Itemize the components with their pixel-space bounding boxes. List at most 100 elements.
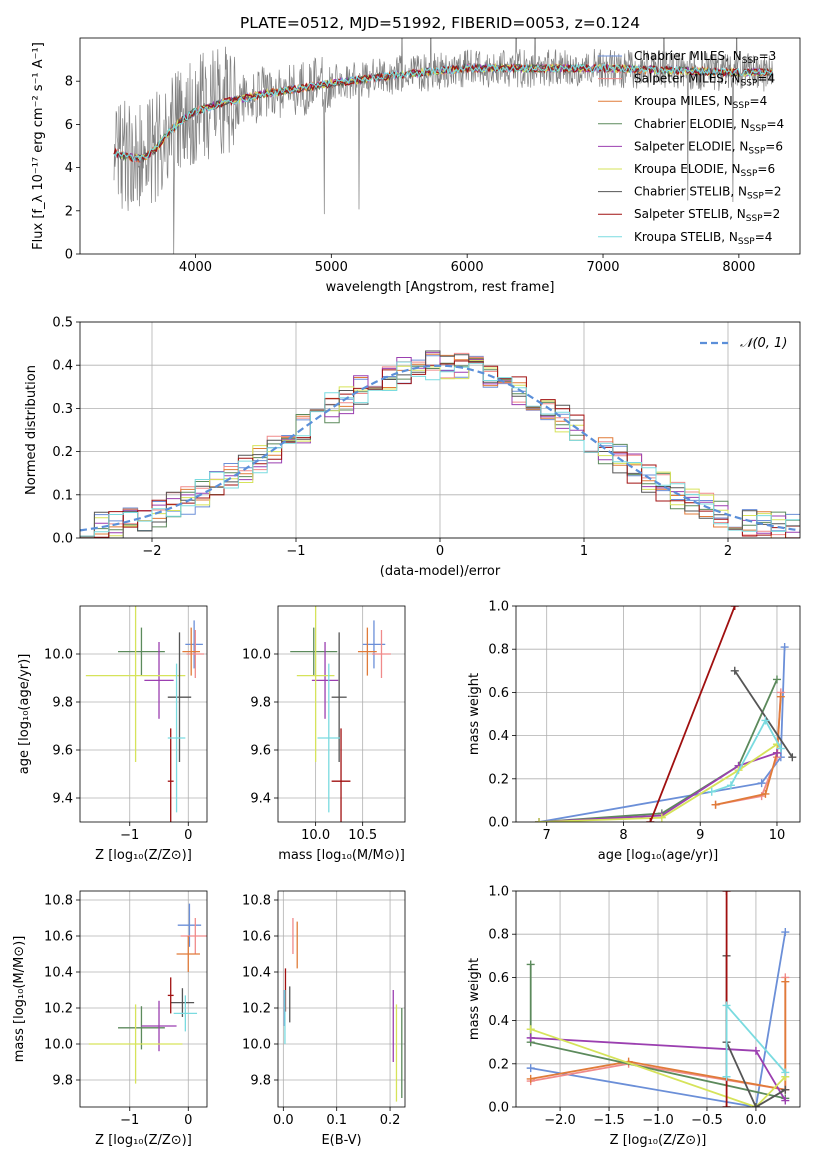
y-tick-label: 10.8 (44, 894, 73, 909)
y-axis-label: mass [log₁₀(M/M⊙)] (12, 936, 27, 1063)
errorbar-point-8 (173, 995, 198, 1032)
y-tick-label: 0.0 (52, 532, 73, 547)
plot-area (283, 918, 403, 1102)
y-tick-label: 9.6 (250, 744, 271, 759)
legend-entry: Chabrier STELIB, NSSP=2 (634, 185, 782, 202)
axes-frame (277, 605, 406, 823)
x-tick-label: 4000 (179, 260, 212, 275)
weight-marker (722, 1072, 731, 1081)
panel-weight-vs-Z: −2.0 −1.5 −1.0 −0.5 0.0 0.0 0.2 0.4 0.6 0.8 1.0 Z [… (467, 885, 801, 1148)
y-tick-label: 10.0 (44, 648, 73, 663)
x-tick-label: 2 (724, 544, 732, 559)
histogram-6 (80, 350, 800, 538)
axes-frame (79, 605, 208, 823)
legend-nssp: =2 (763, 207, 781, 221)
weight-marker (781, 928, 790, 937)
legend-entry: Salpeter STELIB, NSSP=2 (634, 207, 780, 224)
y-tick-label: 10.2 (44, 1002, 73, 1017)
weight-line-5 (538, 743, 778, 822)
legend-subscript: SSP (733, 101, 750, 111)
weight-marker (722, 891, 731, 895)
errorbar-point-4 (144, 642, 174, 719)
weight-marker (526, 1025, 535, 1034)
gaussian-curve (80, 364, 800, 532)
y-tick-label: 10.8 (242, 894, 271, 909)
y-tick-label: 0.5 (52, 316, 73, 331)
y-tick-label: 9.8 (250, 1074, 271, 1089)
x-tick-label: 8 (619, 828, 627, 843)
x-axis-label: Z [log₁₀(Z/Z⊙)] (95, 1133, 192, 1148)
x-axis-label: Z [log₁₀(Z/Z⊙)] (95, 848, 192, 863)
y-axis-label: Flux [f_λ 10⁻¹⁷ erg cm⁻² s⁻¹ A⁻¹] (31, 42, 46, 250)
legend-nssp-label: , N (729, 207, 746, 221)
x-tick-label: 8000 (722, 260, 755, 275)
y-tick-label: 9.4 (52, 792, 73, 807)
y-tick-label: 4 (65, 161, 73, 176)
x-tick-label: 1 (580, 544, 588, 559)
legend-name: Kroupa MILES (634, 94, 716, 108)
x-axis-label: wavelength [Angstrom, rest frame] (326, 280, 555, 295)
weight-marker (526, 1064, 535, 1073)
x-axis-label: Z [log₁₀(Z/Z⊙)] (610, 1133, 707, 1148)
legend-nssp: =3 (759, 49, 777, 63)
weight-line-5 (530, 1028, 786, 1107)
legend-entry: 𝒩(0, 1) (740, 336, 787, 351)
weight-line-4 (538, 752, 778, 822)
weight-line-0 (530, 931, 787, 1107)
weight-line-2 (530, 981, 787, 1091)
weight-marker (780, 643, 789, 652)
legend-nssp: =4 (757, 72, 775, 86)
y-tick-label: 0 (65, 248, 73, 263)
y-tick-label: 0.2 (488, 772, 509, 787)
legend-name: Chabrier ELODIE (634, 117, 733, 131)
x-tick-label: 10 (769, 828, 786, 843)
y-tick-label: 9.8 (52, 696, 73, 711)
weight-marker (657, 813, 666, 822)
y-tick-label: 0.2 (52, 445, 73, 460)
legend-name: Kroupa ELODIE (634, 162, 724, 176)
plot-area (85, 606, 205, 822)
plot-area (113, 38, 774, 254)
y-tick-label: 9.8 (52, 1074, 73, 1089)
errorbar-point-8 (317, 663, 341, 813)
errorbar-point-3 (118, 627, 165, 676)
legend-entry: Salpeter ELODIE, NSSP=6 (634, 139, 783, 156)
y-tick-label: 10.0 (44, 1038, 73, 1053)
weight-marker (757, 779, 766, 788)
y-axis-label: Normed distribution (24, 365, 39, 495)
legend-nssp-label: , N (721, 230, 738, 244)
legend-subscript: SSP (748, 146, 765, 156)
y-tick-label: 10.6 (44, 930, 73, 945)
plot-area (80, 350, 800, 538)
legend-name: Salpeter MILES (634, 72, 724, 86)
panel-age-vs-Z: −1 0 9.4 9.6 9.8 10.0 Z [log₁₀(Z/Z⊙)] age [log₁… (17, 605, 208, 863)
weight-marker (711, 800, 720, 809)
legend-nssp: =6 (757, 162, 775, 176)
legend-nssp: =4 (755, 230, 773, 244)
spectrum-model-line-8 (113, 63, 774, 163)
y-tick-label: 10.4 (44, 966, 73, 981)
histogram-8 (80, 361, 800, 537)
errorbar-point-5 (85, 606, 186, 762)
y-tick-label: 0.6 (488, 686, 509, 701)
weight-marker (722, 1103, 731, 1107)
x-tick-label: 0.1 (326, 1113, 347, 1128)
y-tick-label: 9.6 (52, 744, 73, 759)
x-tick-label: 7000 (586, 260, 619, 275)
errorbar-point-3 (290, 627, 338, 676)
errorbar-point-4 (141, 1000, 177, 1052)
y-tick-label: 0.4 (52, 359, 73, 374)
legend-nssp: =2 (764, 185, 782, 199)
weight-marker (751, 1046, 760, 1055)
y-tick-label: 0.4 (488, 729, 509, 744)
y-tick-label: 10.6 (242, 930, 271, 945)
y-tick-label: 8 (65, 75, 73, 90)
y-tick-label: 10.0 (242, 1038, 271, 1053)
y-axis-label: mass weight (467, 958, 482, 1040)
weight-marker (772, 675, 781, 684)
y-tick-label: 10.2 (242, 1002, 271, 1017)
plot-area (290, 606, 391, 822)
